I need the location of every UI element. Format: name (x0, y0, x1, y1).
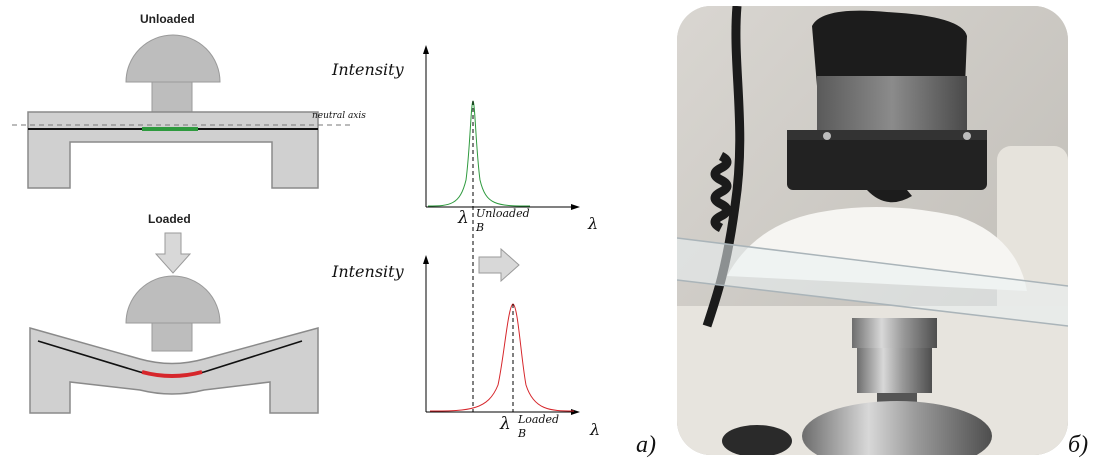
lambda-symbol: λ (458, 208, 469, 228)
lambda-b-unloaded: λ (458, 210, 469, 227)
right-arrow-icon (478, 248, 520, 282)
lambda-b-loaded: λ (500, 416, 511, 433)
sup-loaded: Loaded (518, 413, 560, 426)
loaded-label: Loaded (148, 212, 191, 226)
photo-illustration (677, 6, 1068, 455)
beam-shape (29, 327, 319, 414)
grating-loaded (141, 370, 203, 378)
unloaded-spectrum-peak (427, 100, 531, 207)
indenter-stem (151, 81, 193, 113)
sup-unloaded: Unloaded (476, 207, 530, 220)
intensity-label-bottom: Intensity (332, 262, 404, 281)
indenter-dome (125, 275, 221, 324)
loaded-beam-diagram (29, 275, 319, 414)
lambda-axis-label-bottom: λ (590, 420, 601, 439)
sub-b-unloaded: B (476, 221, 485, 234)
lambda-axis-label-top: λ (588, 214, 599, 233)
beam-shape (27, 111, 319, 189)
panel-label-b: б) (1068, 432, 1089, 458)
spectra-plots (423, 45, 580, 415)
down-arrow-icon (155, 232, 191, 274)
unloaded-label: Unloaded (140, 12, 195, 26)
loaded-spectrum-peak (429, 303, 575, 412)
indenter-dome (125, 34, 221, 83)
lambda-symbol: λ (500, 414, 511, 434)
panel-label-a: a) (636, 432, 656, 458)
indenter-stem (151, 322, 193, 352)
photo-panel (677, 6, 1068, 455)
intensity-label-top: Intensity (332, 60, 404, 79)
unloaded-beam-diagram (12, 34, 352, 189)
sub-b-loaded: B (518, 427, 527, 440)
neutral-axis-label: neutral axis (312, 111, 366, 121)
